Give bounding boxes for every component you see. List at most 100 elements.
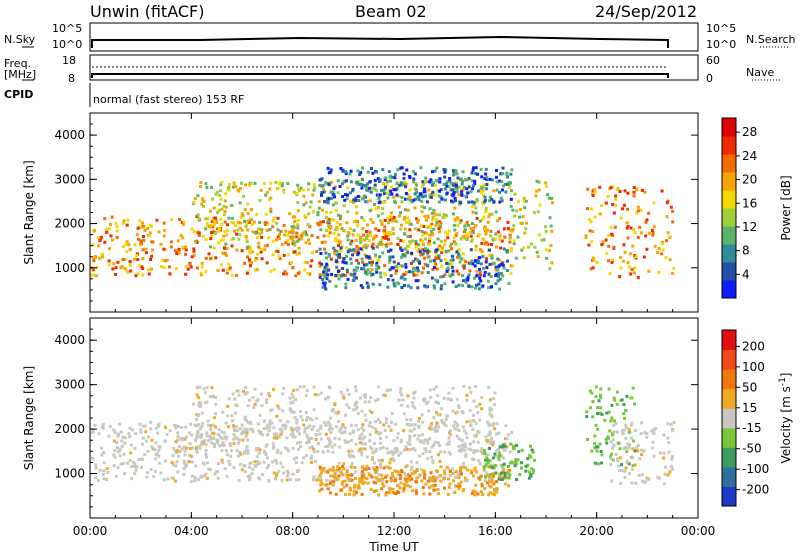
velocity-cell	[495, 490, 498, 493]
power-cell	[437, 200, 441, 204]
power-cell	[439, 275, 443, 279]
velocity-cell	[491, 472, 495, 476]
power-cell	[134, 274, 138, 278]
velocity-cell	[275, 451, 279, 454]
power-cell	[399, 264, 403, 268]
power-cell	[216, 190, 220, 194]
velocity-cell	[308, 417, 312, 421]
velocity-cell	[399, 451, 403, 455]
nave-tick-bottom: 0	[706, 72, 713, 85]
velocity-cell	[513, 464, 517, 468]
velocity-cell	[490, 407, 494, 411]
velocity-cell	[232, 432, 236, 436]
power-cell	[447, 262, 451, 266]
velocity-cell	[358, 477, 362, 481]
velocity-cell	[360, 471, 364, 475]
power-cell	[498, 237, 502, 241]
velocity-cell	[451, 386, 455, 390]
velocity-cell	[408, 438, 412, 442]
power-cell	[408, 270, 412, 274]
velocity-cell	[497, 447, 501, 451]
power-cell	[502, 266, 506, 270]
power-cell	[426, 214, 430, 218]
velocity-cell	[256, 422, 260, 426]
power-cell	[490, 243, 493, 246]
power-cell	[632, 228, 635, 231]
velocity-cell	[380, 473, 384, 477]
velocity-cell	[354, 389, 358, 393]
power-cell	[215, 211, 219, 215]
velocity-cell	[246, 404, 250, 408]
power-cell	[500, 188, 504, 192]
velocity-cell	[275, 414, 279, 418]
velocity-cell	[451, 409, 455, 413]
power-cell	[442, 183, 446, 186]
power-cell	[244, 235, 248, 239]
velocity-cell	[376, 477, 379, 481]
power-cell	[308, 205, 312, 209]
velocity-cell	[413, 448, 417, 452]
power-cell	[322, 190, 326, 194]
velocity-cell	[312, 475, 316, 479]
velocity-cell	[198, 427, 202, 431]
velocity-cell	[142, 424, 145, 428]
power-cell	[422, 190, 426, 194]
velocity-cell	[291, 400, 295, 404]
velocity-cell	[133, 471, 137, 475]
velocity-cell	[504, 476, 507, 480]
power-cell	[495, 169, 498, 172]
velocity-cell	[594, 385, 598, 389]
power-cell	[356, 194, 360, 198]
power-cell	[426, 200, 429, 204]
power-cell	[355, 211, 359, 215]
power-cell	[378, 178, 382, 182]
power-cell	[141, 257, 145, 260]
power-cell	[482, 183, 486, 187]
power-cell	[452, 236, 456, 240]
velocity-cell	[265, 443, 269, 447]
velocity-cell	[448, 429, 452, 433]
power-cell	[535, 250, 539, 254]
power-cell	[601, 240, 605, 244]
power-cell	[471, 204, 475, 208]
power-cell	[120, 264, 124, 268]
velocity-cell	[188, 431, 192, 435]
power-cell	[651, 233, 655, 237]
velocity-cell	[484, 475, 488, 479]
velocity-cell	[377, 385, 380, 389]
power-cell	[445, 191, 449, 195]
velocity-cell	[261, 433, 265, 437]
power-cell	[386, 196, 390, 200]
velocity-cell	[415, 468, 419, 471]
power-cell	[441, 216, 445, 219]
power-cell	[396, 281, 400, 285]
power-cell	[625, 221, 629, 225]
power-cell	[356, 233, 360, 237]
power-cell	[470, 259, 474, 263]
velocity-cell	[114, 474, 118, 478]
velocity-cell	[170, 461, 174, 465]
power-cell	[432, 211, 436, 215]
velocity-cell	[227, 397, 231, 401]
velocity-cell	[123, 472, 127, 476]
power-cell	[301, 232, 305, 236]
power-cell	[485, 187, 489, 191]
velocity-cell	[351, 430, 355, 434]
colorbar-swatch	[722, 262, 736, 281]
velocity-cell	[448, 431, 451, 435]
power-cell	[412, 170, 415, 174]
power-cell	[243, 261, 247, 265]
velocity-cell	[514, 458, 518, 462]
velocity-cell	[298, 432, 301, 436]
power-cell	[386, 237, 390, 241]
velocity-cell	[476, 492, 480, 496]
velocity-cell	[357, 449, 361, 453]
velocity-cell	[268, 422, 272, 426]
velocity-cell	[447, 436, 451, 440]
power-cell	[588, 218, 592, 222]
power-cell	[402, 273, 406, 277]
velocity-cell	[194, 448, 198, 452]
power-cell	[352, 198, 356, 202]
power-cell	[481, 284, 485, 288]
power-cell	[434, 224, 438, 227]
